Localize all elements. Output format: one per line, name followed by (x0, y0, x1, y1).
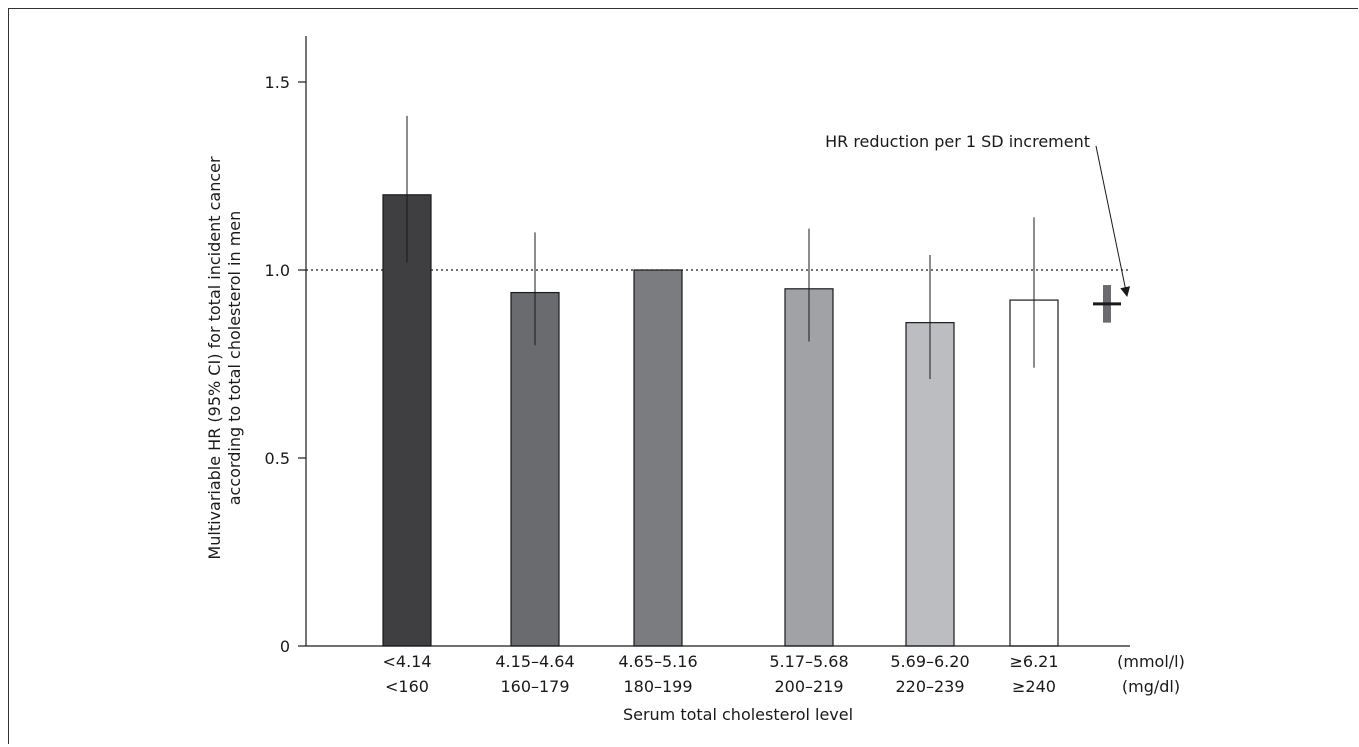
y-axis-title-text: Multivariable HR (95% CI) for total inci… (205, 156, 244, 560)
per-sd-annotation: HR reduction per 1 SD increment (825, 132, 1090, 151)
axes-group (305, 36, 1130, 647)
category-label-mmol: 4.65–5.16 (618, 652, 697, 671)
y-ticks-group: 0 0.5 1.0 1.5 (265, 73, 306, 656)
y-tick-label: 1.0 (265, 261, 290, 280)
y-tick-label: 1.5 (265, 73, 290, 92)
category-label-mmol: ≥6.21 (1009, 652, 1058, 671)
y-tick-label: 0.5 (265, 449, 290, 468)
bars-group (382, 194, 1059, 647)
x-categories-group: <4.14 <160 4.15–4.64 160–179 4.65–5.16 180–19… (382, 652, 1184, 696)
category-label-mgdl: 200–219 (774, 677, 843, 696)
unit-label-mmol: (mmol/l) (1117, 652, 1185, 671)
bar-3 (633, 269, 683, 647)
category-label-mgdl: 160–179 (500, 677, 569, 696)
category-label-mgdl: ≥240 (1012, 677, 1056, 696)
per-sd-arrow (1095, 145, 1131, 297)
y-axis-title: Multivariable HR (95% CI) for total inci… (205, 156, 244, 560)
category-label-mgdl: 180–199 (623, 677, 692, 696)
category-label-mgdl: 220–239 (895, 677, 964, 696)
error-bars-group (406, 115, 1035, 380)
category-label-mmol: <4.14 (382, 652, 431, 671)
category-label-mgdl: <160 (385, 677, 429, 696)
unit-label-mgdl: (mg/dl) (1122, 677, 1180, 696)
y-tick-label: 0 (280, 637, 290, 656)
category-label-mmol: 5.69–6.20 (890, 652, 969, 671)
figure-frame (8, 8, 1358, 744)
x-axis-title: Serum total cholesterol level (623, 705, 853, 724)
bar-4 (784, 288, 834, 647)
per-sd-group: HR reduction per 1 SD increment (825, 132, 1131, 323)
category-label-mmol: 5.17–5.68 (769, 652, 848, 671)
y-axis-title-line: Multivariable HR (95% CI) for total inci… (205, 156, 224, 560)
y-axis-title-line: according to total cholesterol in men (225, 211, 244, 506)
category-label-mmol: 4.15–4.64 (495, 652, 574, 671)
bar-2 (510, 291, 560, 647)
